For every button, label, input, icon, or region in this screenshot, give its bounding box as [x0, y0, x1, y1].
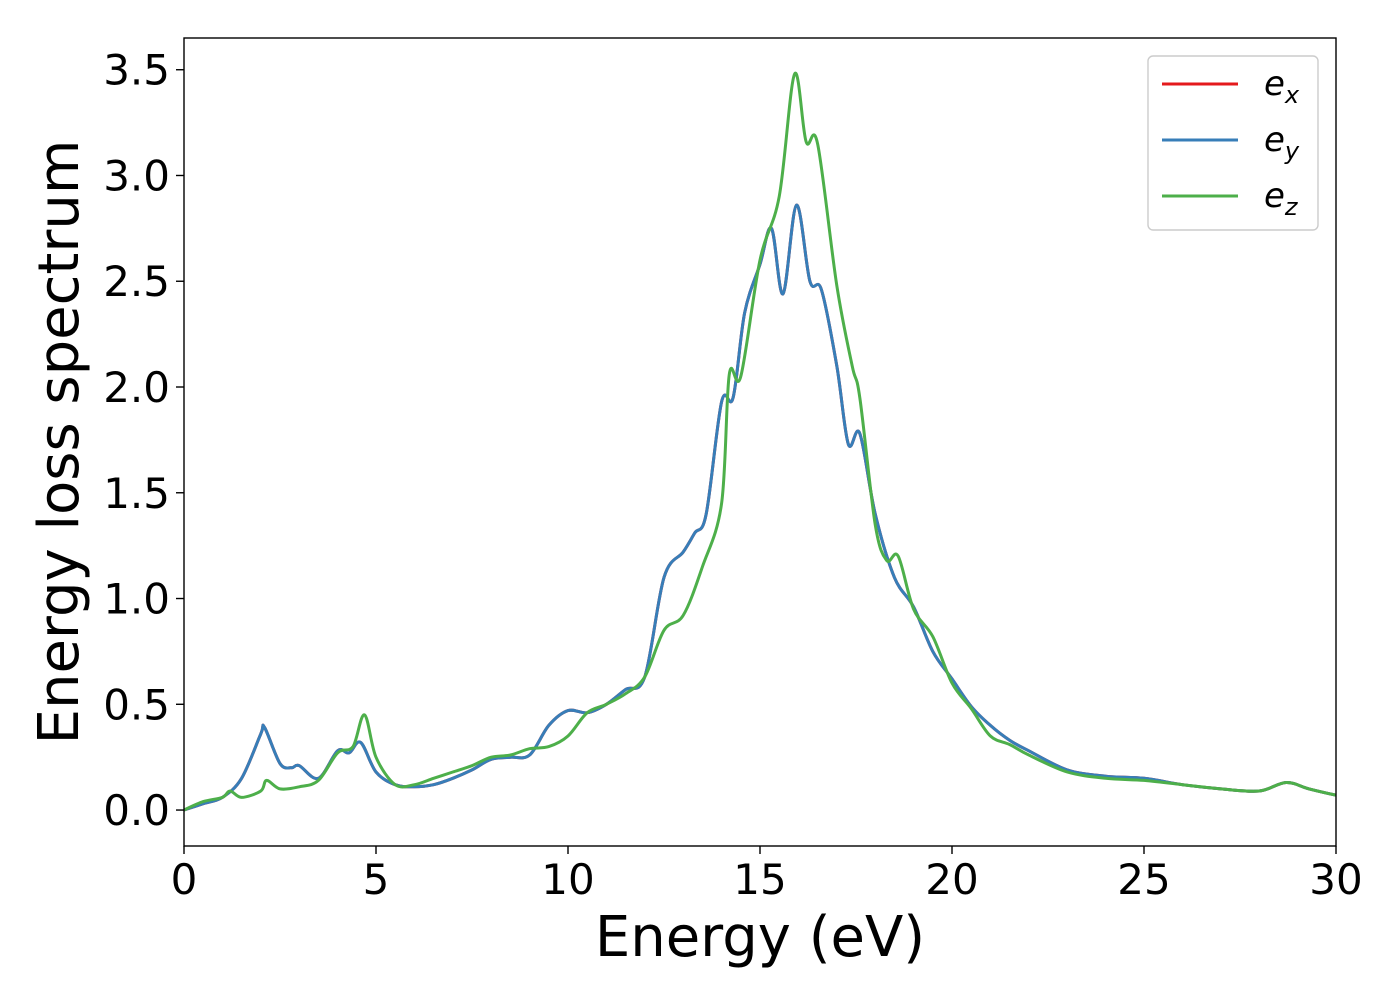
x-tick-label: 5	[363, 855, 390, 904]
x-tick-label: 15	[733, 855, 786, 904]
series-line-z	[184, 71, 1336, 812]
y-tick-label: 3.5	[103, 46, 170, 95]
y-tick-label: 1.0	[103, 575, 170, 624]
y-tick-label: 2.0	[103, 363, 170, 412]
x-tick-label: 20	[925, 855, 978, 904]
y-axis-title: Energy loss spectrum	[27, 140, 92, 745]
legend-box	[1147, 55, 1319, 231]
x-tick-label: 10	[541, 855, 594, 904]
x-tick-label: 0	[171, 855, 198, 904]
legend: ex ey ez	[1147, 55, 1319, 231]
x-axis-ticks: 0 5 10 15 20 25 30	[171, 846, 1363, 904]
x-tick-label: 25	[1117, 855, 1170, 904]
y-tick-label: 3.0	[103, 151, 170, 200]
legend-label-y: ey	[1264, 120, 1300, 165]
y-axis-ticks: 0.0 0.5 1.0 1.5 2.0 2.5 3.0 3.5	[103, 46, 184, 835]
series-layer	[184, 71, 1336, 812]
y-tick-label: 0.0	[103, 786, 170, 835]
x-axis-title: Energy (eV)	[595, 905, 925, 970]
y-tick-label: 1.5	[103, 469, 170, 518]
legend-label-z: ez	[1264, 176, 1299, 221]
y-tick-label: 2.5	[103, 257, 170, 306]
y-tick-label: 0.5	[103, 680, 170, 729]
x-tick-label: 30	[1309, 855, 1362, 904]
legend-label-x: ex	[1264, 64, 1300, 109]
